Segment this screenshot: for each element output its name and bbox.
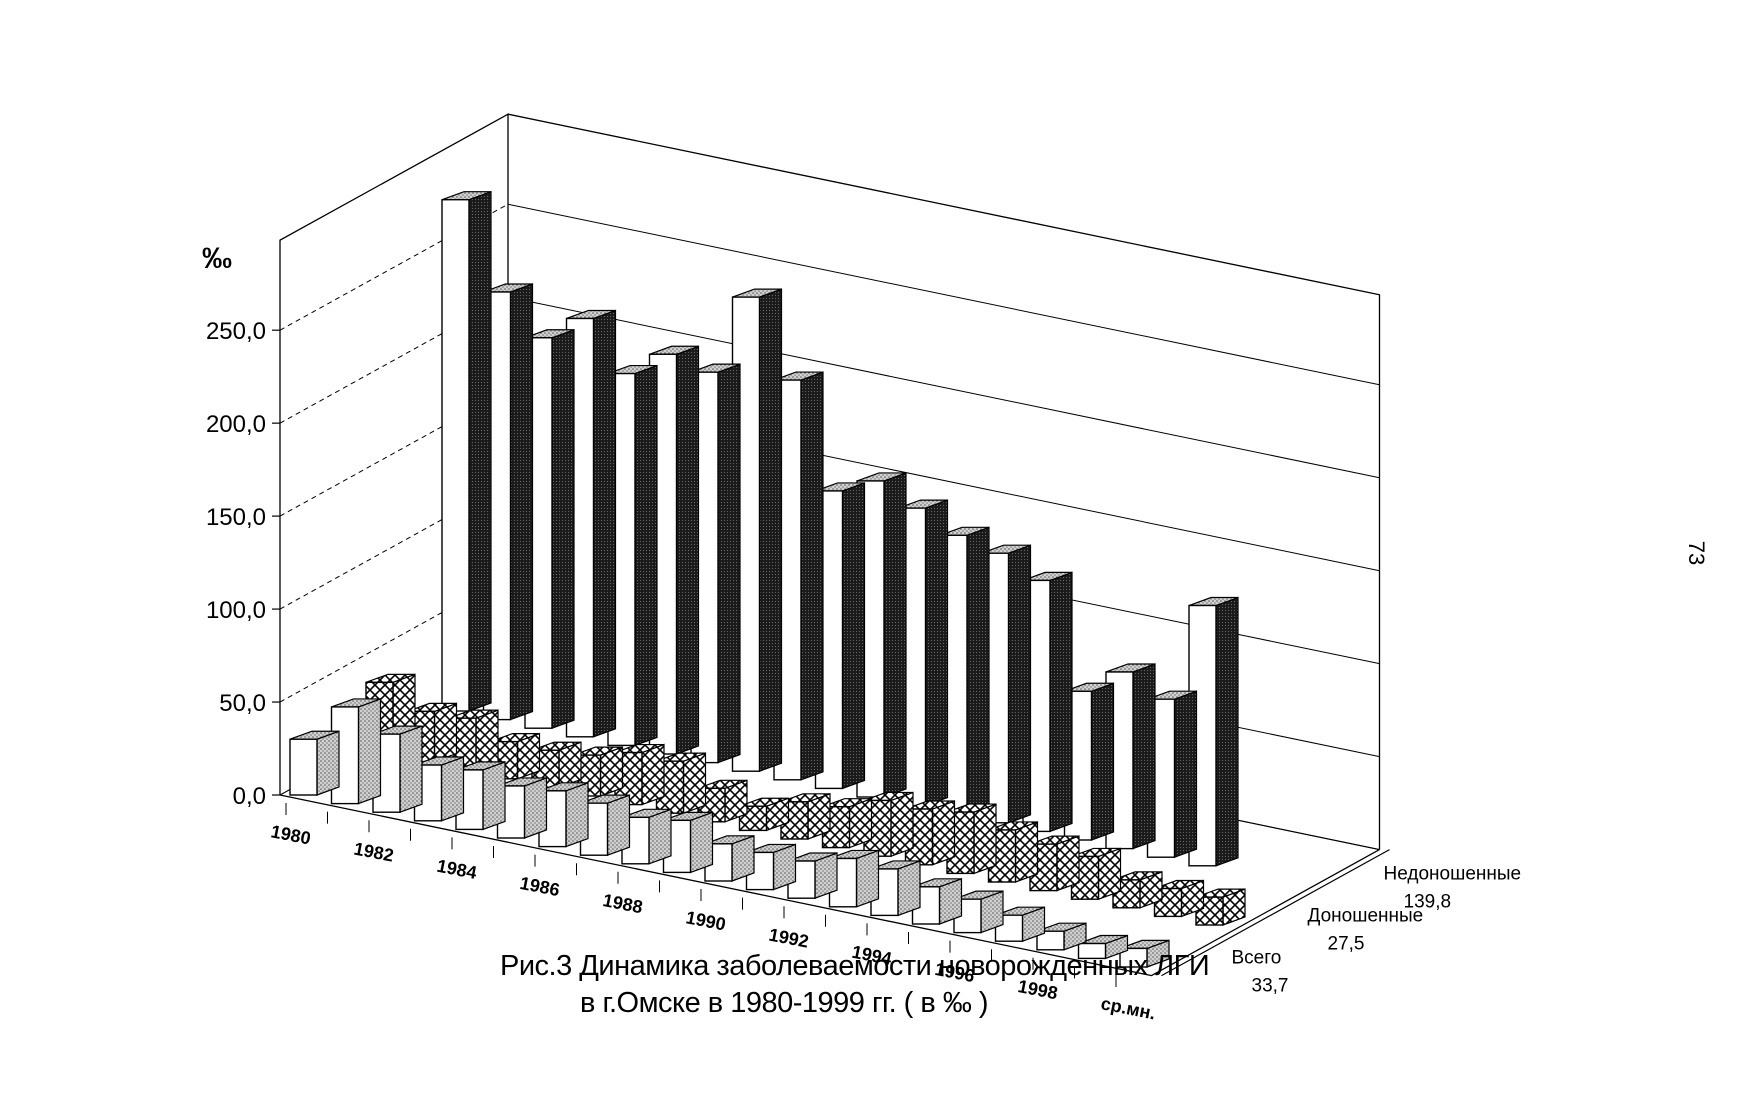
bar — [413, 756, 465, 822]
bar-side — [1090, 682, 1115, 841]
series-average-label: 139,8 — [1404, 892, 1452, 913]
bar — [731, 288, 783, 773]
bar-side — [475, 709, 499, 772]
bar-side — [966, 526, 990, 816]
bar — [814, 482, 866, 790]
bar-side — [1132, 663, 1156, 850]
bar — [655, 752, 707, 815]
x-tick-label: 1990 — [684, 907, 727, 934]
bar — [372, 725, 423, 814]
bar-side — [855, 849, 880, 908]
bar-side — [433, 702, 458, 763]
floor-edge — [279, 794, 1380, 977]
bar — [738, 797, 790, 832]
gridline-back — [507, 296, 1380, 479]
y-tick-label: 0,0 — [233, 783, 266, 810]
bar-side — [1056, 835, 1080, 892]
bar-side — [565, 781, 589, 848]
bar-side — [897, 860, 921, 917]
bar — [289, 730, 340, 796]
bar-front — [441, 199, 470, 712]
bar-side — [890, 791, 914, 858]
bar-side — [1049, 571, 1073, 833]
bar — [863, 791, 914, 858]
series-average-label: 27,5 — [1328, 934, 1365, 955]
bar — [621, 808, 672, 865]
bar — [1153, 879, 1205, 918]
bar-side — [689, 811, 714, 874]
bar-side — [883, 472, 907, 798]
x-tick-label: 1992 — [767, 924, 810, 951]
bar-front — [1036, 930, 1065, 951]
bar-side — [675, 345, 700, 755]
gridline-back — [507, 203, 1380, 386]
bar-side — [634, 364, 658, 747]
x-tick-label: 1984 — [435, 856, 478, 883]
bar — [1119, 939, 1170, 968]
y-tick-label: 250,0 — [206, 318, 266, 345]
series-label: Недоношенные — [1384, 864, 1522, 885]
bar — [946, 803, 997, 875]
bar-side — [758, 288, 783, 773]
bar-side — [316, 730, 340, 796]
x-tick-label: 1980 — [269, 821, 312, 848]
bar — [1077, 934, 1129, 960]
bar-side — [800, 371, 824, 781]
y-tick-label: 50,0 — [219, 690, 266, 717]
bar-front — [1119, 947, 1148, 968]
bar-side — [1173, 690, 1198, 859]
bar-side — [641, 743, 665, 806]
bar-front — [289, 738, 318, 796]
bar-side — [1097, 847, 1122, 901]
bar-side — [551, 328, 575, 730]
caption-line-2: в г.Омске в 1980-1999 гг. ( в ‰ ) — [580, 987, 989, 1019]
bar-side — [1007, 544, 1032, 824]
bar-side — [1014, 821, 1039, 883]
bar — [441, 190, 492, 712]
y-axis-label: ‰ — [202, 242, 232, 275]
bar-side — [648, 808, 672, 865]
series-label: Доношенные — [1308, 906, 1424, 927]
bar-side — [482, 761, 506, 831]
bar — [455, 761, 506, 831]
caption-line-1: Рис.3 Динамика заболеваемости новорожден… — [500, 950, 1210, 982]
y-tick-label: 150,0 — [206, 504, 266, 531]
page-number: 73 — [1683, 540, 1709, 566]
bar-side — [606, 794, 631, 857]
x-tick-label: 1986 — [518, 873, 561, 900]
series-axis: Всего 33,7 Доношенные 27,5 Недоношенные 139,8 — [1161, 849, 1522, 997]
series-average-label: 33,7 — [1252, 976, 1289, 997]
bar-side — [682, 752, 707, 815]
bar — [773, 371, 824, 781]
series-label: Всего — [1232, 948, 1282, 969]
bar-side — [468, 190, 492, 712]
bar-side — [924, 499, 949, 807]
bar-side — [973, 803, 997, 875]
x-tick-label: 1988 — [601, 890, 644, 917]
y-tick-label: 200,0 — [206, 411, 266, 438]
bar-side — [592, 309, 617, 738]
bar-side — [357, 698, 382, 805]
x-tick-label: 1982 — [352, 838, 395, 865]
series-axis-line — [1161, 849, 1390, 977]
back-wall — [507, 113, 1381, 850]
bar-side — [440, 756, 465, 822]
bar-group — [289, 190, 1246, 968]
bar — [1036, 922, 1087, 951]
bar-side — [399, 725, 423, 814]
figure-caption: Рис.3 Динамика заболеваемости новорожден… — [500, 950, 1400, 1020]
bar-side — [717, 363, 741, 764]
bar-side — [841, 482, 866, 790]
bar-side — [1215, 596, 1239, 867]
y-axis: 0,0 50,0 100,0 150,0 200,0 250,0 ‰ — [202, 242, 280, 810]
bar — [1195, 888, 1246, 926]
bar-side — [931, 800, 956, 866]
bar-side — [509, 283, 534, 721]
y-tick-label: 100,0 — [206, 597, 266, 624]
bar-side — [523, 777, 548, 839]
bar — [953, 890, 1004, 934]
bar-front — [1077, 942, 1107, 960]
